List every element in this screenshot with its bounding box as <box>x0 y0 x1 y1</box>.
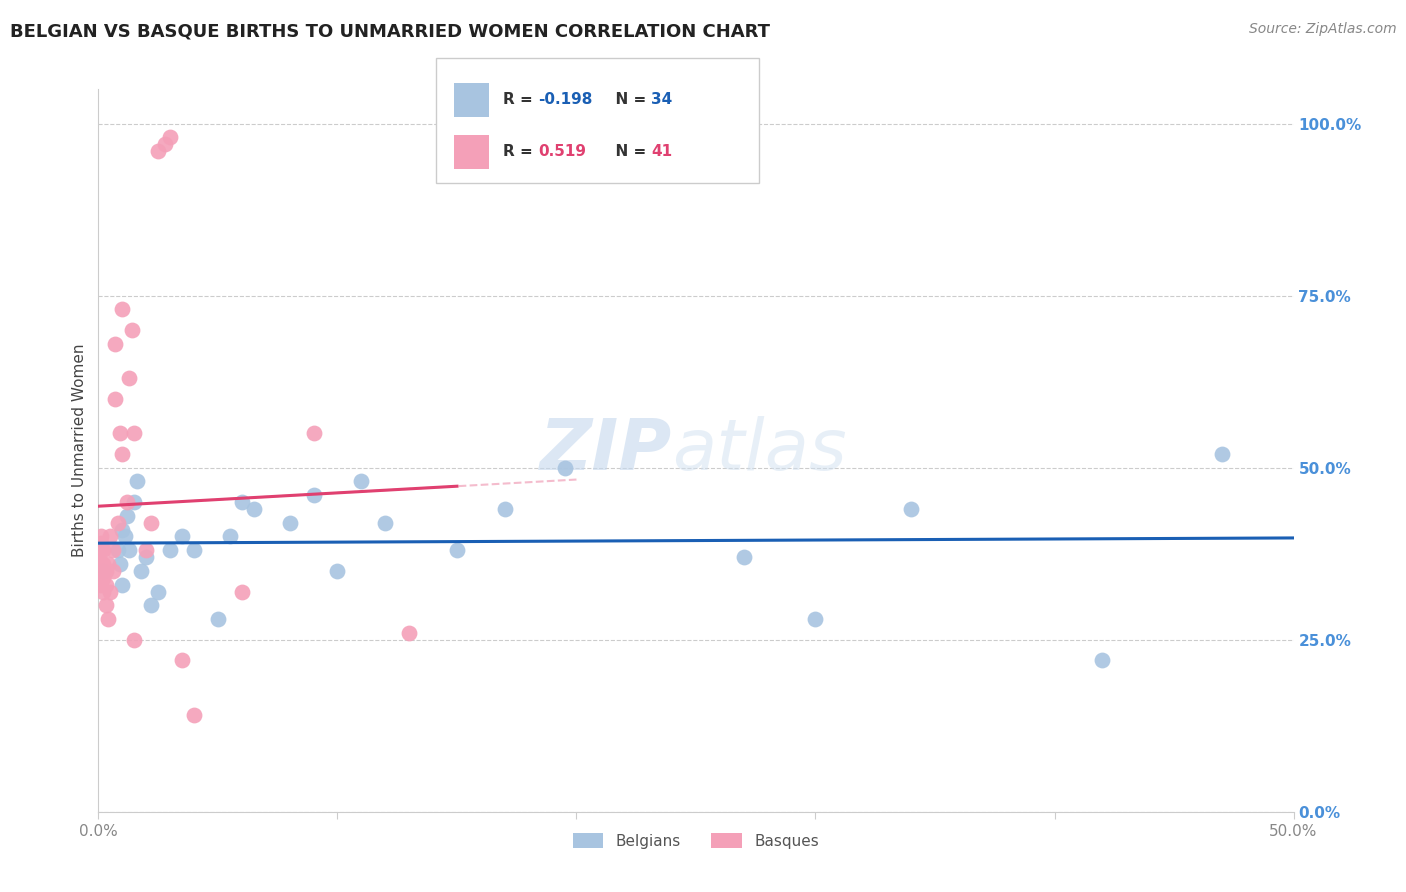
Point <box>124 426 146 441</box>
Text: atlas: atlas <box>672 416 846 485</box>
Point <box>207 612 229 626</box>
Point <box>91 564 114 578</box>
Point <box>107 516 129 530</box>
Point <box>155 137 177 152</box>
Point <box>1211 447 1233 461</box>
Point <box>554 460 576 475</box>
Point <box>124 632 146 647</box>
Point <box>115 508 138 523</box>
Point <box>326 564 349 578</box>
Point <box>98 584 122 599</box>
Point <box>183 543 205 558</box>
Point <box>231 495 253 509</box>
Point <box>446 543 468 558</box>
Point <box>183 708 205 723</box>
Point <box>243 502 266 516</box>
Legend: Belgians, Basques: Belgians, Basques <box>567 827 825 855</box>
Point <box>97 557 120 571</box>
Point <box>98 529 122 543</box>
Point <box>94 577 117 591</box>
Point <box>111 302 134 317</box>
Point <box>91 557 114 571</box>
Text: R =: R = <box>503 92 538 107</box>
Point <box>1091 653 1114 667</box>
Point <box>90 529 112 543</box>
Point <box>125 475 148 489</box>
Point <box>302 426 325 441</box>
Point <box>90 557 112 571</box>
Text: N =: N = <box>605 145 651 160</box>
Point <box>278 516 301 530</box>
Point <box>104 336 127 351</box>
Text: 34: 34 <box>651 92 672 107</box>
Point <box>804 612 827 626</box>
Point <box>159 543 181 558</box>
Point <box>135 543 157 558</box>
Point <box>139 516 162 530</box>
Point <box>135 550 157 565</box>
Point <box>115 495 138 509</box>
Text: Source: ZipAtlas.com: Source: ZipAtlas.com <box>1249 22 1396 37</box>
Point <box>900 502 922 516</box>
Point <box>494 502 516 516</box>
Point <box>91 543 114 558</box>
Point <box>219 529 242 543</box>
Point <box>111 447 134 461</box>
Point <box>148 144 170 158</box>
Text: R =: R = <box>503 145 538 160</box>
Point <box>108 557 131 571</box>
Point <box>139 599 162 613</box>
Point <box>172 529 194 543</box>
Text: ZIP: ZIP <box>540 416 672 485</box>
Point <box>90 543 112 558</box>
Point <box>172 653 194 667</box>
Point <box>118 543 141 558</box>
Point <box>350 475 373 489</box>
Y-axis label: Births to Unmarried Women: Births to Unmarried Women <box>72 343 87 558</box>
Point <box>97 612 120 626</box>
Point <box>374 516 396 530</box>
Point <box>231 584 253 599</box>
Point <box>121 323 143 337</box>
Text: BELGIAN VS BASQUE BIRTHS TO UNMARRIED WOMEN CORRELATION CHART: BELGIAN VS BASQUE BIRTHS TO UNMARRIED WO… <box>10 22 770 40</box>
Point <box>94 599 117 613</box>
Point <box>118 371 141 385</box>
Text: 0.519: 0.519 <box>538 145 586 160</box>
Point <box>159 130 181 145</box>
Point <box>90 577 112 591</box>
Point <box>90 536 112 550</box>
Point <box>87 550 110 565</box>
Text: -0.198: -0.198 <box>538 92 593 107</box>
Point <box>124 495 146 509</box>
Point <box>91 571 114 585</box>
Point <box>131 564 153 578</box>
Point <box>114 529 136 543</box>
Point <box>101 564 124 578</box>
Point <box>733 550 755 565</box>
Point <box>108 426 131 441</box>
Point <box>107 543 129 558</box>
Point <box>111 523 134 537</box>
Point <box>101 543 124 558</box>
Point <box>91 584 114 599</box>
Point <box>104 392 127 406</box>
Point <box>148 584 170 599</box>
Point <box>94 564 117 578</box>
Point <box>87 564 110 578</box>
Point <box>398 625 420 640</box>
Point <box>302 488 325 502</box>
Point <box>111 577 134 591</box>
Text: N =: N = <box>605 92 651 107</box>
Text: 41: 41 <box>651 145 672 160</box>
